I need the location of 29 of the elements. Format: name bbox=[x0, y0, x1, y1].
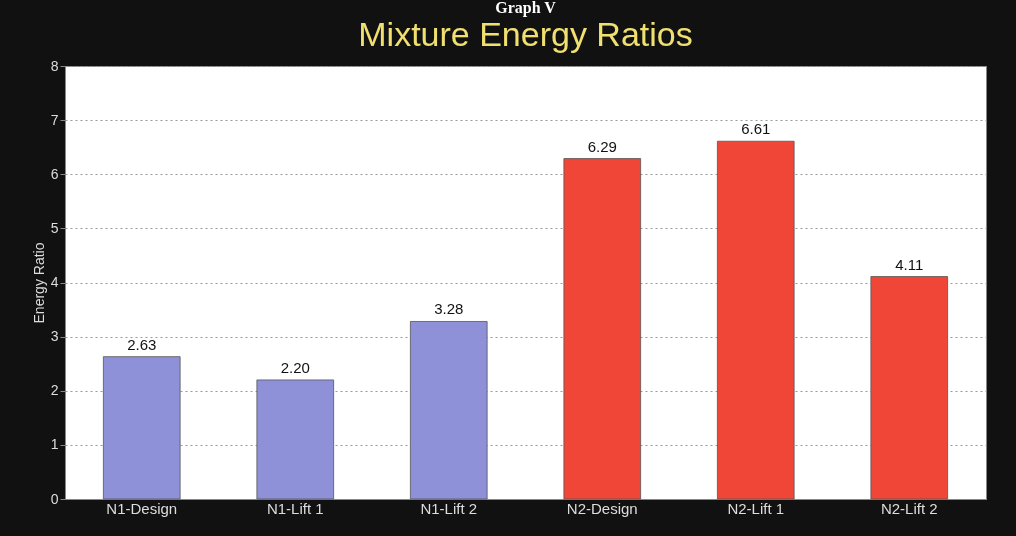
x-tick-label: N2-Design bbox=[566, 499, 638, 517]
bar bbox=[256, 379, 335, 500]
y-tick-label: 8 bbox=[50, 57, 59, 74]
y-tick-label: 1 bbox=[50, 436, 59, 453]
x-tick-label: N2-Lift 2 bbox=[880, 499, 938, 517]
data-label: 6.61 bbox=[741, 120, 771, 138]
x-tick-label: N2-Lift 1 bbox=[727, 499, 785, 517]
data-label: 4.11 bbox=[895, 255, 924, 273]
y-tick-label: 7 bbox=[50, 111, 59, 128]
data-label: 3.28 bbox=[434, 300, 464, 318]
data-label: 6.29 bbox=[587, 137, 617, 155]
bar bbox=[102, 356, 181, 500]
bar bbox=[870, 276, 949, 500]
x-tick-label: N1-Design bbox=[106, 499, 178, 517]
data-label: 2.63 bbox=[127, 335, 157, 353]
bar bbox=[563, 158, 642, 500]
data-label: 2.20 bbox=[280, 358, 310, 376]
bar bbox=[716, 140, 795, 500]
y-tick-label: 6 bbox=[50, 165, 59, 182]
x-tick-label: N1-Lift 2 bbox=[420, 499, 478, 517]
y-tick-label: 3 bbox=[50, 328, 59, 345]
y-tick-label: 4 bbox=[50, 274, 59, 290]
y-tick-label: 5 bbox=[50, 219, 59, 236]
bar bbox=[409, 321, 488, 500]
y-tick-label: 0 bbox=[50, 490, 59, 507]
text: Graph V bbox=[495, 0, 557, 17]
y-tick-label: 2 bbox=[50, 382, 59, 399]
y-axis-title: Energy Ratio bbox=[30, 242, 47, 324]
x-tick-label: N1-Lift 1 bbox=[266, 499, 324, 517]
